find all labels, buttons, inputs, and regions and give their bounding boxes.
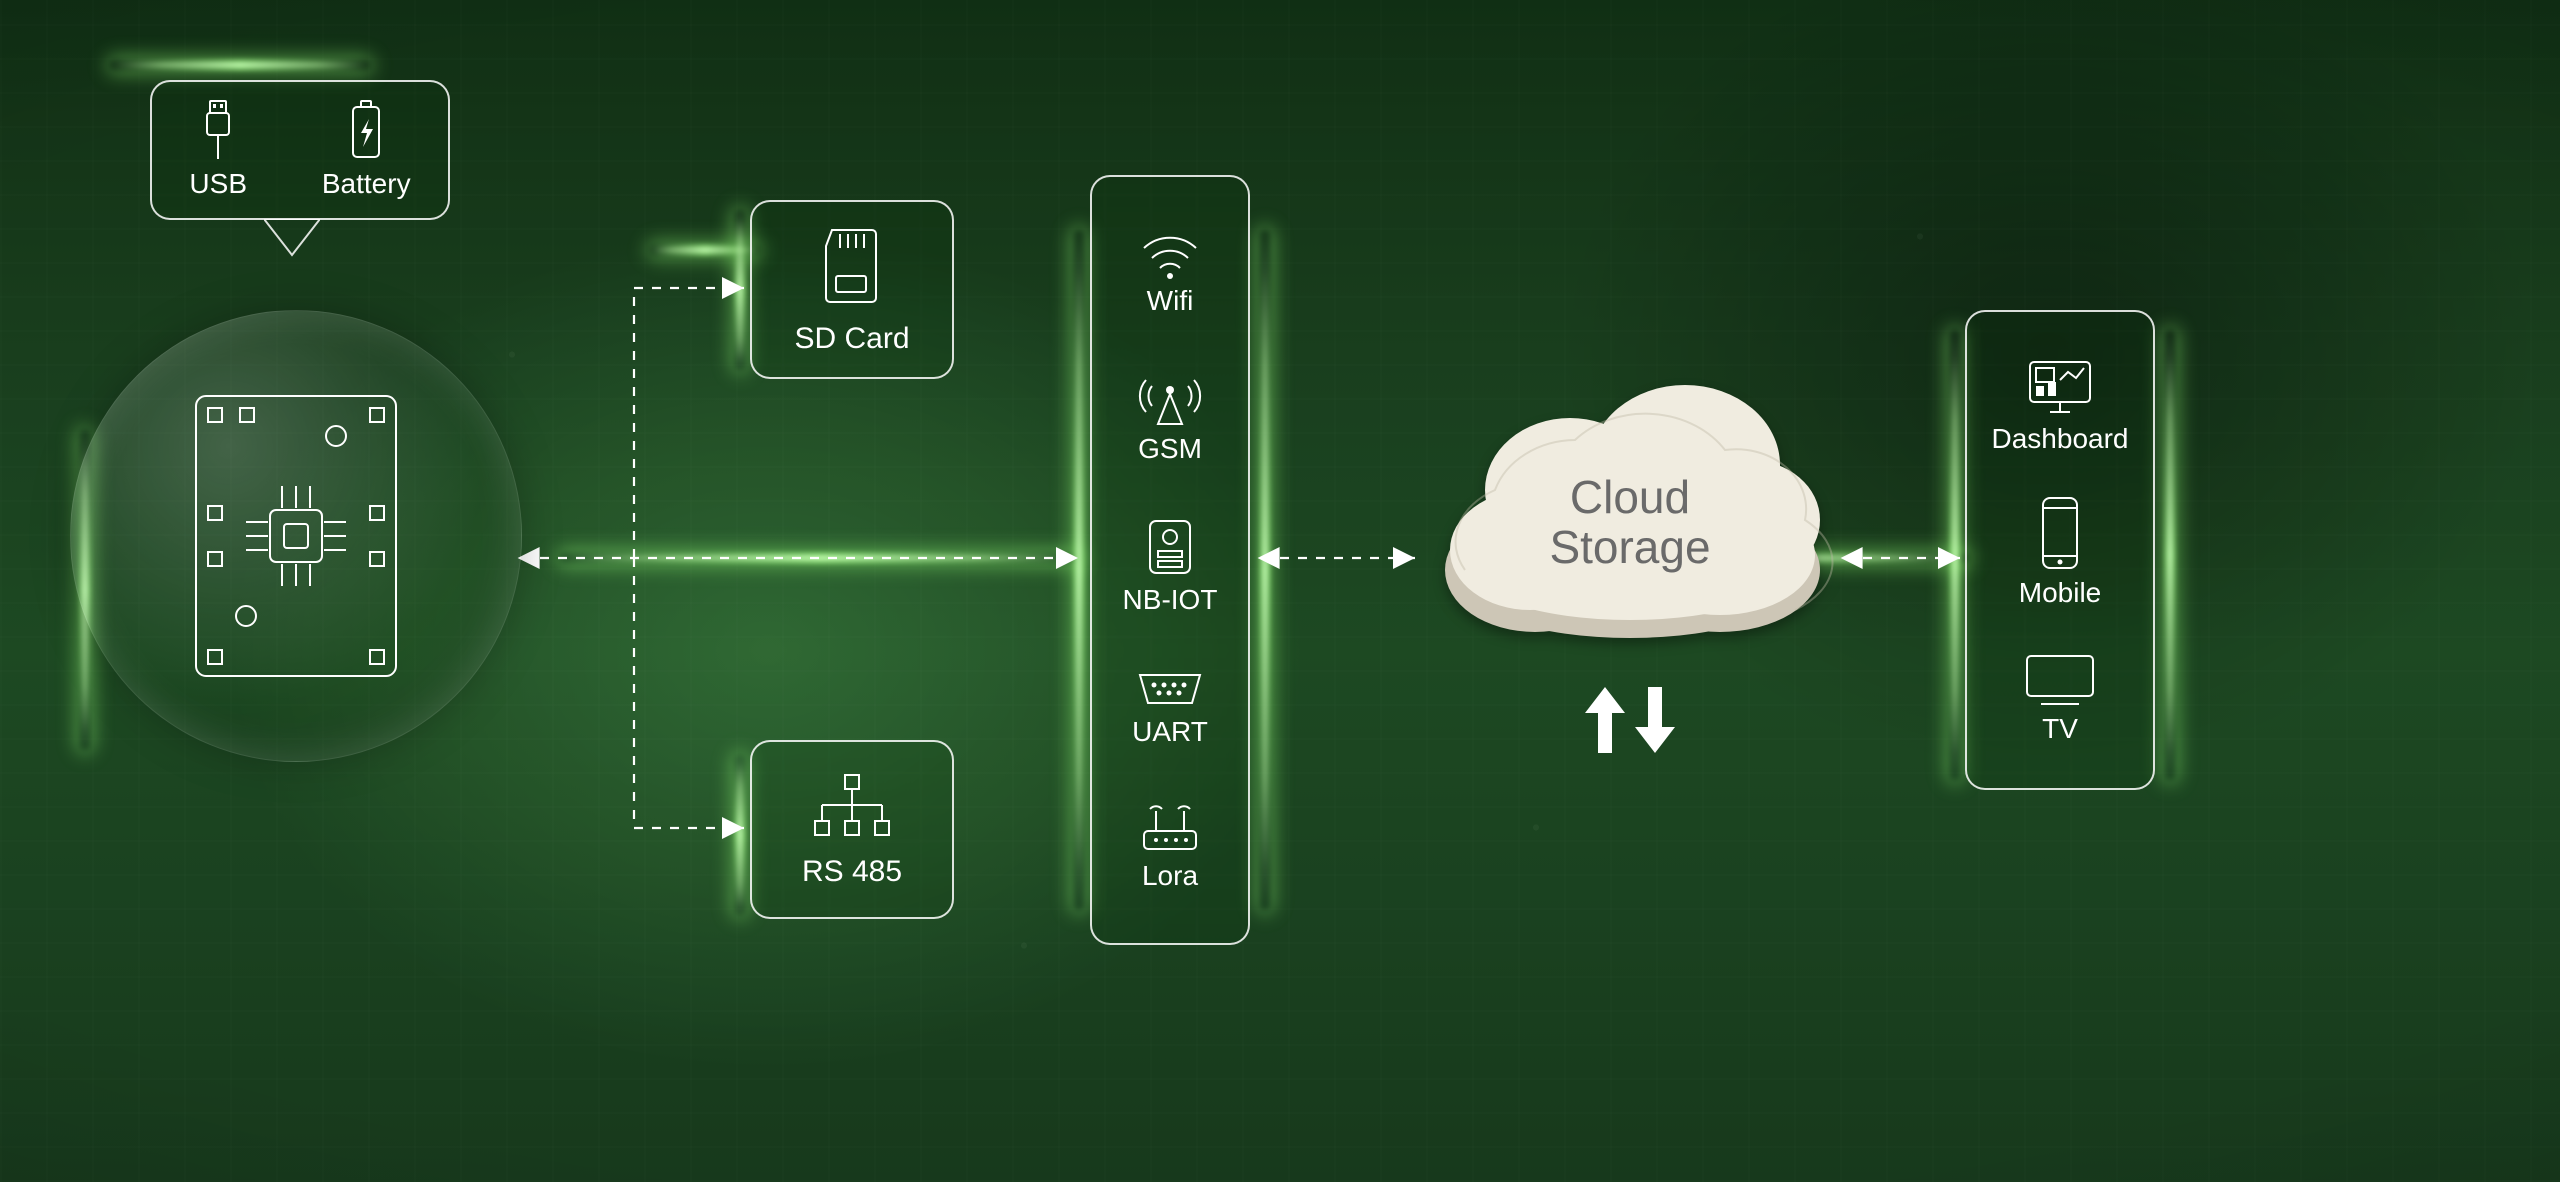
comm-item: NB-IOT: [1123, 515, 1218, 616]
comm-label: Wifi: [1138, 285, 1202, 317]
power-label: USB: [189, 168, 247, 200]
sdcard-label: SD Card: [794, 322, 909, 356]
output-item: Mobile: [2019, 494, 2101, 609]
usb-icon: [193, 99, 243, 163]
cloud-label-1: Cloud: [1420, 472, 1840, 523]
comm-item: Lora: [1134, 799, 1206, 892]
lora-icon: [1134, 799, 1206, 855]
power-item-usb: USB: [189, 99, 247, 200]
output-item: Dashboard: [1992, 356, 2129, 455]
comm-label: GSM: [1138, 433, 1202, 465]
nbiot-icon: [1140, 515, 1200, 579]
dashboard-icon: [2024, 356, 2096, 418]
power-item-battery: Battery: [322, 99, 411, 200]
output-label: Dashboard: [1992, 423, 2129, 455]
mcu-chip-icon: [166, 386, 426, 686]
battery-icon: [341, 99, 391, 163]
comm-label: UART: [1132, 716, 1208, 748]
updown-arrows-icon: [1570, 675, 1690, 770]
power-panel: USB Battery: [150, 80, 450, 220]
output-item: TV: [2021, 648, 2099, 745]
gsm-icon: [1138, 368, 1202, 428]
sdcard-panel: SD Card: [750, 200, 954, 379]
rs485-label: RS 485: [802, 855, 902, 889]
comm-panel: Wifi GSM NB-IOT: [1090, 175, 1250, 945]
uart-icon: [1134, 667, 1206, 711]
rs485-panel: RS 485: [750, 740, 954, 919]
comm-item: Wifi: [1138, 228, 1202, 317]
diagram-root: USB Battery: [0, 0, 2560, 1182]
comm-item: UART: [1132, 667, 1208, 748]
rs485-icon: [807, 771, 897, 841]
cloud-block: Cloud Storage: [1420, 380, 1840, 660]
mcu-lens: [70, 310, 522, 762]
mobile-icon: [2035, 494, 2085, 572]
callout-pointer: [264, 219, 320, 262]
output-label: Mobile: [2019, 577, 2101, 609]
comm-label: NB-IOT: [1123, 584, 1218, 616]
cloud-label-2: Storage: [1420, 522, 1840, 573]
comm-item: GSM: [1138, 368, 1202, 465]
wifi-icon: [1138, 228, 1202, 280]
power-label: Battery: [322, 168, 411, 200]
comm-label: Lora: [1134, 860, 1206, 892]
output-label: TV: [2021, 713, 2099, 745]
sdcard-icon: [816, 224, 888, 308]
tv-icon: [2021, 648, 2099, 708]
outputs-panel: Dashboard Mobile TV: [1965, 310, 2155, 790]
